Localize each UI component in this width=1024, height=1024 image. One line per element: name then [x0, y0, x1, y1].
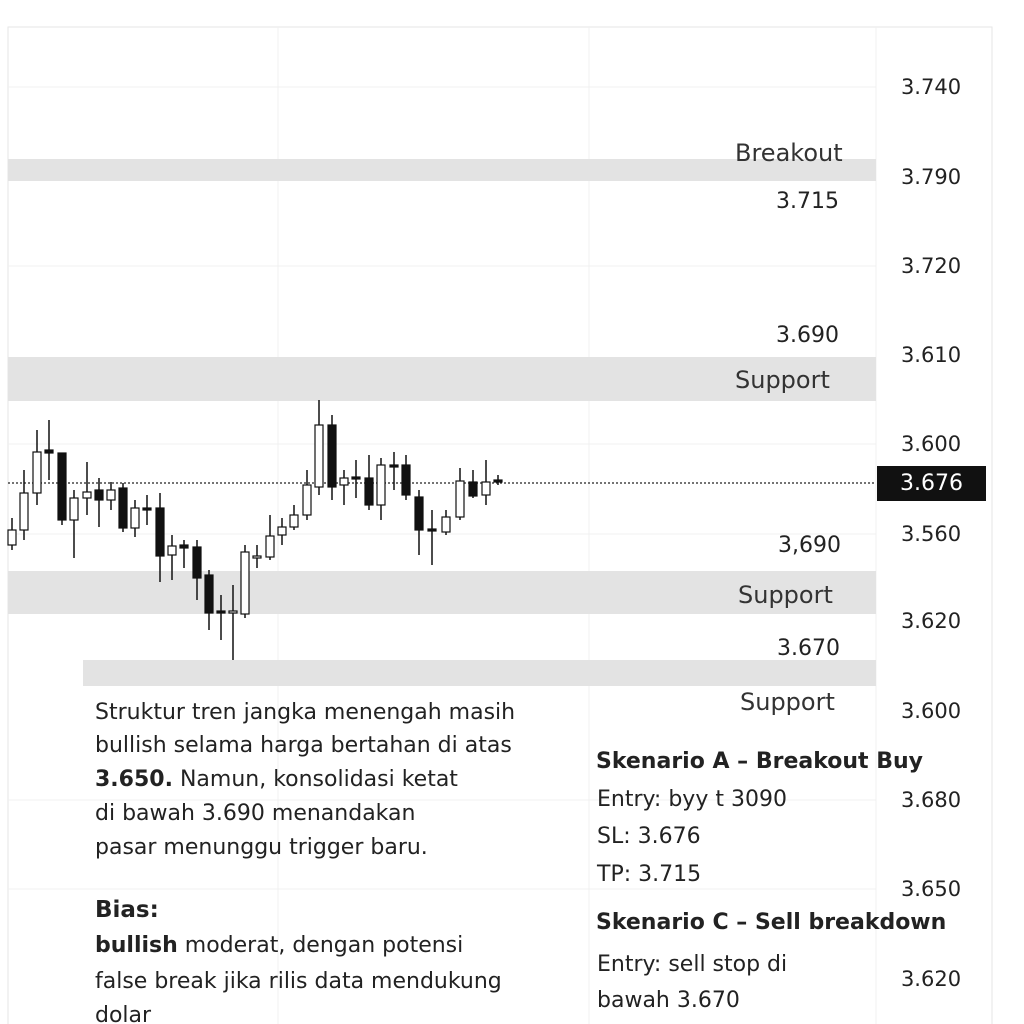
scenario-title: Skenario C – Sell breakdown: [596, 910, 947, 935]
candle-body: [204, 574, 214, 614]
bias-bold: bullish: [95, 933, 178, 958]
scenario-line: Entry: sell stop di: [597, 952, 788, 977]
candle-body: [427, 528, 437, 532]
candle-body: [481, 481, 491, 496]
candle-body: [265, 535, 275, 558]
axis-label: 3.560: [900, 522, 962, 546]
candle-body: [468, 481, 478, 497]
scenario-line: TP: 3.715: [597, 862, 702, 887]
candle-body: [376, 464, 386, 506]
grid: [8, 27, 877, 1024]
zone-band: [83, 660, 876, 686]
zone-label: Support: [738, 581, 833, 609]
axis-label: 3.620: [900, 967, 962, 991]
scenario-line: Entry: byy t 3090: [597, 787, 787, 812]
candle-body: [389, 464, 399, 468]
zone-label: Support: [735, 366, 830, 394]
zone-price: 3.715: [776, 189, 839, 214]
zone-label: Breakout: [735, 139, 843, 167]
candle-body: [69, 497, 79, 521]
bias-line: bullish moderat, dengan potensi: [95, 935, 463, 957]
axis-label: 3.600: [900, 699, 962, 723]
axis-label: 3.740: [900, 75, 962, 99]
current-price: 3.676: [877, 466, 986, 501]
frame: [7, 26, 993, 1024]
axis-label: 3.620: [900, 609, 962, 633]
candle-body: [277, 526, 287, 536]
axis-label: 3.650: [900, 877, 962, 901]
scenario-line: SL: 3.676: [597, 824, 701, 849]
zone-price: 3,690: [778, 533, 841, 558]
analysis-bold: 3.650.: [95, 767, 173, 792]
candle-body: [32, 451, 42, 494]
candle-body: [57, 452, 67, 521]
candle-body: [94, 489, 104, 501]
bias-line: false break jika rilis data mendukung: [95, 969, 502, 994]
candles: [7, 400, 503, 660]
analysis-line: pasar menunggu trigger baru.: [95, 835, 428, 860]
candle-body: [19, 492, 29, 531]
analysis-line: 3.650. Namun, konsolidasi ketat: [95, 769, 458, 791]
analysis-line: di bawah 3.690 menandakan: [95, 801, 416, 826]
candle-body: [228, 610, 238, 614]
axis-label: 3.600: [900, 432, 962, 456]
candle-body: [118, 487, 128, 529]
candle-body: [289, 514, 299, 528]
candle-body: [302, 484, 312, 516]
candle-body: [216, 610, 226, 614]
bias-title: Bias:: [95, 897, 159, 923]
axis-label: 3.790: [900, 165, 962, 189]
analysis-line: bullish selama harga bertahan di atas: [95, 733, 512, 758]
candle-body: [142, 507, 152, 511]
candle-body: [327, 424, 337, 488]
candle-body: [414, 496, 424, 531]
candle-body: [493, 479, 503, 483]
candle-body: [252, 555, 262, 559]
candle-body: [130, 507, 140, 529]
candle-body: [179, 544, 189, 549]
candle-body: [106, 489, 116, 501]
candle-body: [314, 424, 324, 488]
zone-band: [8, 357, 876, 401]
candle-body: [441, 516, 451, 533]
candle-body: [82, 491, 92, 499]
axis-label: 3.720: [900, 254, 962, 278]
candle-body: [7, 529, 17, 546]
candle-body: [339, 477, 349, 486]
axis-label: 3.680: [900, 788, 962, 812]
candle-body: [167, 545, 177, 556]
bias-line: dolar: [95, 1003, 152, 1024]
analysis-line: Struktur tren jangka menengah masih: [95, 700, 516, 725]
bias-text: moderat, dengan potensi: [177, 933, 464, 958]
candle-body: [192, 546, 202, 579]
candle-body: [240, 551, 250, 615]
zone-label: Support: [740, 688, 835, 716]
candle-body: [351, 476, 361, 480]
candle-body: [455, 480, 465, 518]
zone-band: [8, 571, 876, 614]
scenario-line: bawah 3.670: [597, 988, 740, 1013]
candle-body: [401, 464, 411, 496]
candle-body: [364, 477, 374, 506]
scenario-title: Skenario A – Breakout Buy: [596, 749, 923, 774]
zone-band: [8, 159, 876, 181]
axis-label: 3.610: [900, 343, 962, 367]
zone-price: 3.690: [776, 323, 839, 348]
zone-price: 3.670: [777, 636, 840, 661]
analysis-text: Namun, konsolidasi ketat: [172, 767, 458, 792]
candle-body: [44, 449, 54, 454]
candle-body: [155, 507, 165, 557]
